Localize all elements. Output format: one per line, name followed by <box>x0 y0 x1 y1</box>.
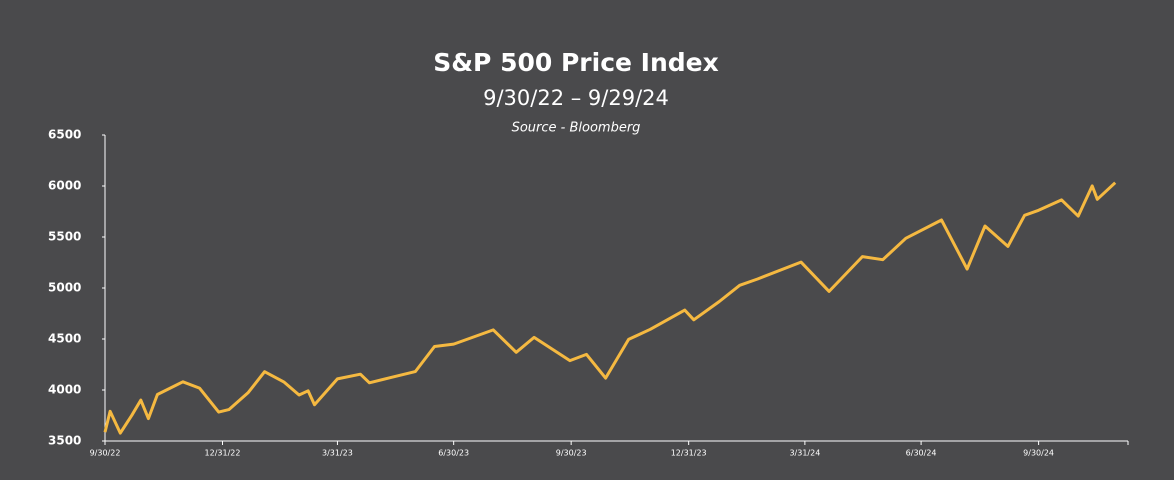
x-tick-label: 3/31/23 <box>322 449 353 458</box>
price-line <box>103 181 1117 435</box>
x-tick-label: 12/31/22 <box>205 449 241 458</box>
x-tick-label: 6/30/23 <box>438 449 469 458</box>
x-tick-label: 9/30/22 <box>90 449 121 458</box>
source-note: Source - Bloomberg <box>512 121 641 136</box>
x-tick-label: 9/30/23 <box>556 449 587 458</box>
x-tick-label: 3/31/24 <box>789 449 820 458</box>
y-tick-label: 5000 <box>48 281 81 295</box>
chart-title: S&P 500 Price Index <box>433 48 719 77</box>
y-tick-label: 5500 <box>48 230 81 244</box>
x-tick-label: 9/30/24 <box>1023 449 1054 458</box>
y-tick-label: 6500 <box>48 128 81 142</box>
chart-subtitle: 9/30/22 – 9/29/24 <box>483 86 669 110</box>
x-tick-label: 6/30/24 <box>906 449 937 458</box>
y-tick-label: 6000 <box>48 179 81 193</box>
y-tick-label: 3500 <box>48 434 81 448</box>
y-tick-label: 4000 <box>48 383 81 397</box>
x-tick-label: 12/31/23 <box>671 449 707 458</box>
y-tick-label: 4500 <box>48 332 81 346</box>
